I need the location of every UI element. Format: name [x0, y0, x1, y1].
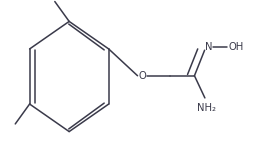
Text: N: N: [205, 42, 212, 52]
Text: O: O: [138, 71, 146, 81]
Text: OH: OH: [228, 42, 244, 52]
Text: NH₂: NH₂: [197, 103, 216, 113]
